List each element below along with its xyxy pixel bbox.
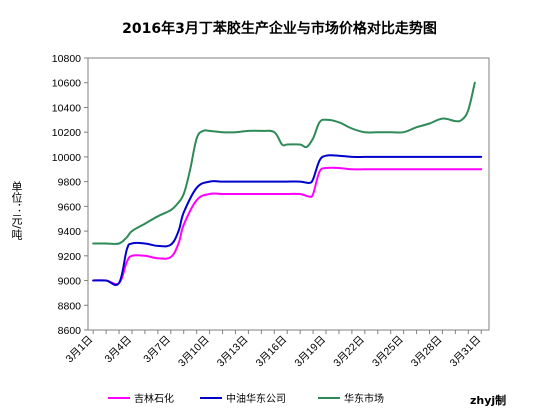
series-line-1 <box>92 166 483 286</box>
legend-label: 吉林石化 <box>134 392 174 405</box>
x-tick-label: 3月31日 <box>448 334 484 370</box>
y-tick-label: 10000 <box>52 152 81 164</box>
x-tick-label: 3月28日 <box>409 334 445 370</box>
y-tick-label: 9200 <box>58 251 82 263</box>
x-tick-label: 3月1日 <box>64 334 96 366</box>
y-axis: 8600 8800 9000 9200 9400 9600 9800 10000 10200 10… <box>52 53 88 337</box>
y-tick-label: 8600 <box>58 325 82 337</box>
y-tick-label: 8800 <box>58 300 82 312</box>
x-tick-label: 3月16日 <box>254 334 290 370</box>
y-tick-label: 9600 <box>58 201 82 213</box>
chart-title: 2016年3月丁苯胶生产企业与市场价格对比走势图 <box>122 21 437 37</box>
x-axis: 3月1日 3月4日 3月7日 3月10日 3月13日 3月16日 3月19日 3月22日 3月2… <box>64 330 484 370</box>
y-tick-label: 10200 <box>52 127 81 139</box>
series-line-2 <box>92 154 483 287</box>
legend: 吉林石化 中油华东公司 华东市场 <box>108 392 384 405</box>
legend-label: 中油华东公司 <box>226 392 286 405</box>
x-tick-label: 3月4日 <box>103 334 135 366</box>
y-tick-label: 9000 <box>58 276 82 288</box>
x-tick-label: 3月25日 <box>370 334 406 370</box>
y-tick-label: 10600 <box>52 78 81 90</box>
watermark: zhyj制 <box>470 394 507 407</box>
x-tick-label: 3月7日 <box>141 334 173 366</box>
y-tick-label: 9400 <box>58 226 82 238</box>
y-tick-label: 10800 <box>52 53 81 65</box>
x-tick-label: 3月19日 <box>292 334 328 370</box>
y-axis-label: 单位：元/吨 <box>10 180 23 240</box>
y-tick-label: 10400 <box>52 102 81 114</box>
series-line-3 <box>92 81 476 245</box>
x-tick-label: 3月10日 <box>176 334 212 370</box>
y-tick-label: 9800 <box>58 177 82 189</box>
series-lines <box>92 81 483 287</box>
x-tick-label: 3月22日 <box>331 334 367 370</box>
legend-label: 华东市场 <box>344 392 384 405</box>
x-tick-label: 3月13日 <box>215 334 251 370</box>
